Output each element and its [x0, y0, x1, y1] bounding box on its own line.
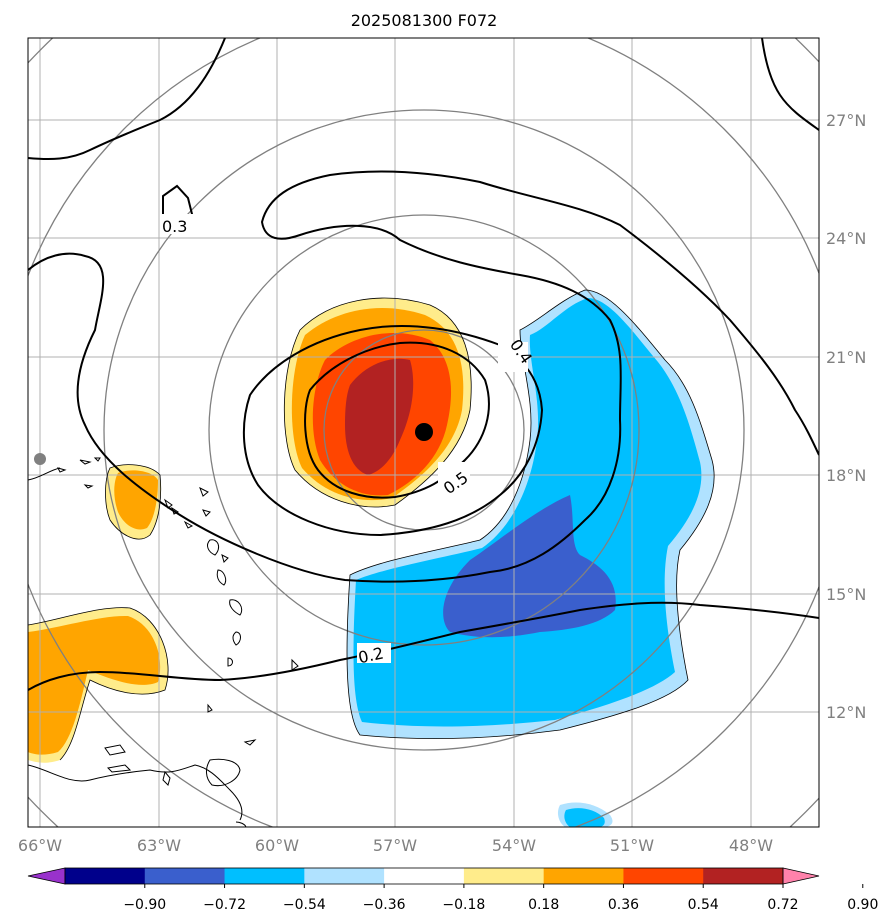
- anomaly-outlines: [28, 289, 715, 761]
- colorbar-tick-label: −0.18: [442, 897, 485, 913]
- range-ring-3: [103, 109, 745, 751]
- colorbar-frame: [64, 867, 784, 885]
- contour-05: [304, 341, 490, 499]
- lon-tick-66w: 66°W: [18, 836, 62, 855]
- contour-04: [242, 325, 544, 537]
- lon-tick-54w: 54°W: [492, 836, 536, 855]
- coast-martinique: [229, 599, 243, 616]
- contour-02: [28, 601, 819, 691]
- lon-tick-63w: 63°W: [137, 836, 181, 855]
- colorbar-tick-label: 0.18: [528, 897, 559, 913]
- colorbar-segment: [543, 868, 624, 884]
- storm-center-marker: [415, 423, 433, 441]
- colorbar-extend-high: [782, 867, 820, 885]
- colorbar-tick-label: −0.72: [203, 897, 246, 913]
- colorbar: [27, 867, 820, 885]
- lon-tick-labels: 66°W 63°W 60°W 57°W 54°W 51°W 48°W: [18, 836, 773, 855]
- lat-tick-27n: 27°N: [826, 111, 866, 130]
- colorbar-tick-label: 0.72: [767, 897, 798, 913]
- lat-tick-24n: 24°N: [826, 229, 866, 248]
- contour-03-small: [162, 184, 194, 219]
- colorbar-tick-label: 0.90: [847, 897, 878, 913]
- coast-venezuela: [28, 764, 243, 821]
- contour-label-03: 0.3: [162, 217, 187, 236]
- contour-label-02: 0.2: [357, 643, 386, 667]
- coast-puerto-rico: [28, 467, 61, 481]
- colorbar-segment: [65, 868, 146, 884]
- colorbar-tick-label: 0.36: [608, 897, 639, 913]
- map-title: 2025081300 F072: [351, 11, 498, 30]
- colorbar-extend-low: [27, 867, 66, 885]
- lon-tick-60w: 60°W: [255, 836, 299, 855]
- lat-tick-labels: 27°N 24°N 21°N 18°N 15°N 12°N: [826, 111, 866, 722]
- lat-tick-12n: 12°N: [826, 703, 866, 722]
- colorbar-segment: [463, 868, 545, 884]
- colorbar-segment: [144, 868, 226, 884]
- map-frame: [27, 37, 820, 828]
- coast-guadeloupe: [207, 539, 220, 556]
- lon-tick-57w: 57°W: [373, 836, 417, 855]
- colorbar-tick-label: −0.90: [123, 897, 166, 913]
- lat-tick-15n: 15°N: [826, 585, 866, 604]
- lat-tick-18n: 18°N: [826, 466, 866, 485]
- colorbar-segment: [703, 868, 784, 884]
- coast-trinidad: [206, 758, 241, 787]
- colorbar-segment: [384, 868, 465, 884]
- colorbar-segment: [623, 868, 704, 884]
- colorbar-segment: [304, 868, 385, 884]
- lon-tick-51w: 51°W: [610, 836, 654, 855]
- station-dot: [34, 453, 46, 465]
- colorbar-tick-label: 0.54: [688, 897, 719, 913]
- positive-anomaly-fill: [28, 298, 472, 763]
- lat-tick-21n: 21°N: [826, 348, 866, 367]
- coastlines: [28, 457, 299, 827]
- colorbar-labels: −0.90 −0.72 −0.54 −0.36 −0.18 0.18 0.36 0.54 0.7…: [123, 884, 878, 913]
- colorbar-tick-label: −0.36: [363, 897, 406, 913]
- contour-north-left: [28, 38, 226, 161]
- contour-lines: [28, 38, 819, 691]
- contour-north-right: [761, 38, 819, 131]
- colorbar-segment: [224, 868, 305, 884]
- range-ring-2: [208, 214, 640, 646]
- contour-outer: [28, 170, 819, 583]
- lon-tick-48w: 48°W: [729, 836, 773, 855]
- colorbar-tick-label: −0.54: [283, 897, 326, 913]
